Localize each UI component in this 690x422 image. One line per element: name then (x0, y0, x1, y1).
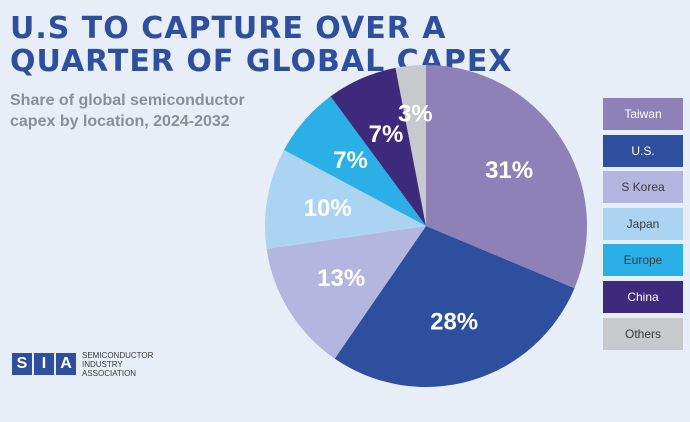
legend-item-taiwan: Taiwan (603, 98, 683, 130)
legend-item-china: China (603, 280, 683, 313)
sia-logo: S I A SEMICONDUCTOR INDUSTRY ASSOCIATION (12, 350, 162, 378)
pie-label-others: 3% (398, 100, 433, 127)
pie-slice-s-korea (266, 226, 426, 359)
legend-item-europe: Europe (603, 244, 683, 277)
logo-letter-a: A (56, 353, 76, 375)
logo-letter-i: I (34, 353, 54, 375)
legend-item-s-korea: S Korea (603, 171, 683, 204)
pie-label-s-korea: 13% (317, 265, 365, 292)
legend-item-japan: Japan (603, 207, 683, 240)
logo-letter-s: S (12, 353, 32, 375)
logo-wordmark: SEMICONDUCTOR INDUSTRY ASSOCIATION (82, 351, 162, 378)
pie-label-u-s: 28% (430, 308, 478, 335)
logo-line-2: INDUSTRY (82, 359, 123, 369)
pie-label-japan: 10% (304, 195, 352, 222)
pie-slice-u-s (334, 226, 575, 387)
pie-label-china: 7% (369, 121, 404, 148)
pie-slice-others (395, 65, 426, 226)
pie-label-taiwan: 31% (485, 157, 533, 184)
legend-item-others: Others (603, 317, 683, 350)
logo-line-3: ASSOCIATION (82, 368, 137, 378)
logo-line-1: SEMICONDUCTOR (82, 350, 154, 360)
pie-label-europe: 7% (333, 147, 368, 174)
pie-slice-europe (284, 96, 426, 226)
chart-title: U.S TO CAPTURE OVER A QUARTER OF GLOBAL … (10, 11, 513, 79)
pie-slice-japan (264, 149, 426, 249)
chart-legend: Taiwan U.S. S Korea Japan Europe China Others (603, 98, 683, 354)
pie-slice-taiwan (426, 65, 587, 289)
legend-item-u-s: U.S. (603, 134, 683, 167)
pie-slice-china (330, 67, 426, 226)
chart-subtitle: Share of global semiconductor capex by l… (10, 92, 245, 130)
